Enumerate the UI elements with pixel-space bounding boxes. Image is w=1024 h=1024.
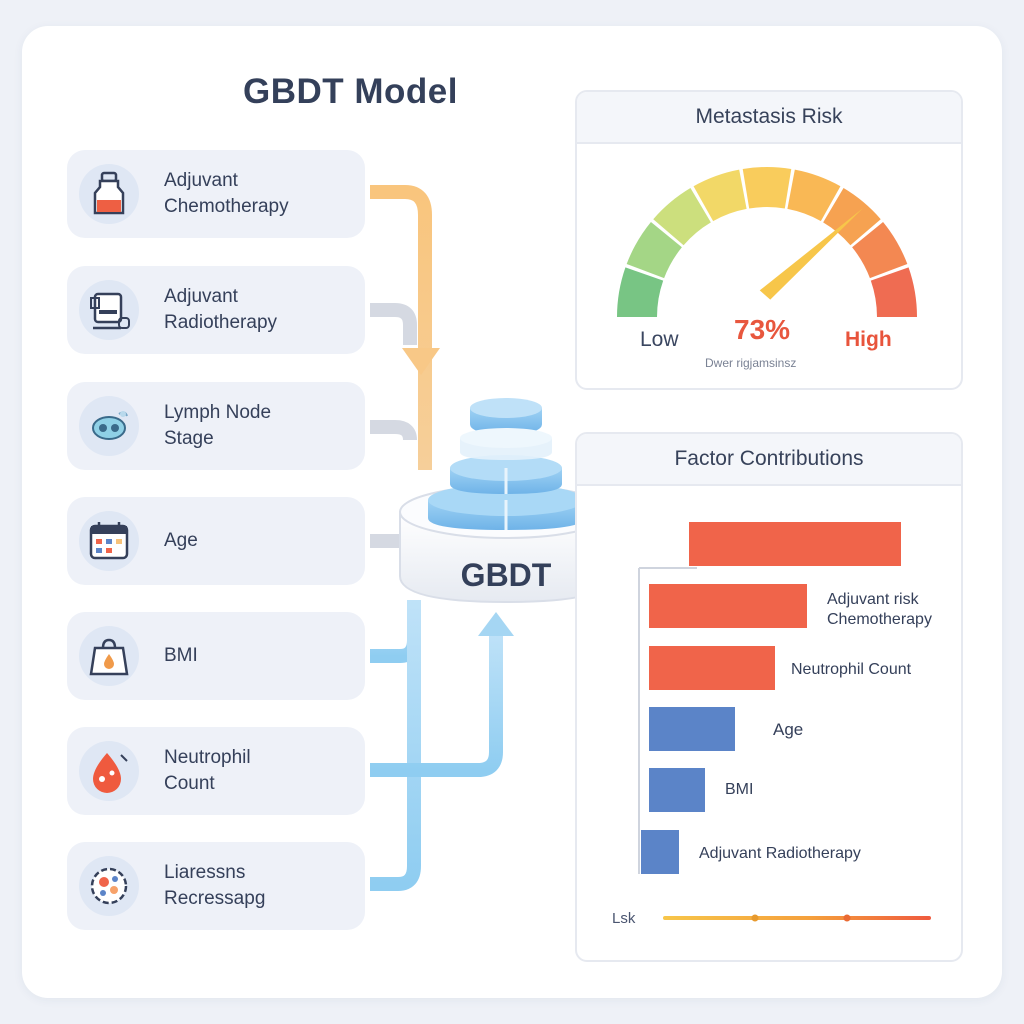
lymph-node-icon <box>79 396 139 456</box>
contributions-chart <box>638 522 931 922</box>
flow-neutrophil <box>370 632 503 777</box>
contribution-bar-top <box>689 522 901 566</box>
model-label: GBDT <box>460 557 552 593</box>
gauge-segment <box>693 169 747 222</box>
calendar-icon <box>79 511 139 571</box>
gauge-segment <box>870 267 917 317</box>
flow-cells <box>370 600 421 891</box>
factor-card-lymph-node: Lymph Node Stage <box>67 382 365 470</box>
risk-legend-label: Lsk <box>612 910 636 927</box>
factor-label-line1: Liaressns <box>164 862 246 883</box>
contribution-label-chemotherapy: Adjuvant risk Chemotherapy <box>827 590 932 630</box>
cells-icon <box>79 856 139 916</box>
factor-card-radiotherapy: Adjuvant Radiotherapy <box>67 266 365 354</box>
bottle-icon <box>79 164 139 224</box>
flow-radiotherapy <box>370 303 417 345</box>
blood-drop-icon <box>79 741 139 801</box>
contribution-bar-neutrophil <box>649 646 775 690</box>
arrow-head-orange <box>402 348 440 375</box>
arrow-head-blue <box>478 612 514 636</box>
factor-label-line1: Adjuvant <box>164 170 238 191</box>
scale-icon <box>79 626 139 686</box>
factor-card-chemotherapy: Adjuvant Chemotherapy <box>67 150 365 238</box>
contribution-label-radiotherapy: Adjuvant Radiotherapy <box>699 845 861 862</box>
factor-card-bmi: BMI <box>67 612 365 700</box>
gauge-segment <box>617 267 664 317</box>
gauge-segment <box>653 188 711 246</box>
factor-card-neutrophil: Neutrophil Count <box>67 727 365 815</box>
factor-card-cells: Liaressns Recressapg <box>67 842 365 930</box>
contribution-bar-radiotherapy <box>641 830 679 874</box>
factor-label-line2: Radiotherapy <box>164 312 278 333</box>
factor-label-line1: Lymph Node <box>164 402 272 423</box>
factor-label-line2: Recressapg <box>164 888 266 909</box>
contribution-bar-age <box>649 707 735 751</box>
gauge-needle <box>759 208 863 300</box>
gauge-low-label: Low <box>640 328 679 351</box>
gauge-segment <box>626 221 682 279</box>
risk-panel-title: Metastasis Risk <box>577 92 961 144</box>
factor-label-line2: Stage <box>164 428 214 449</box>
flow-lymph <box>370 420 417 441</box>
risk-panel: Metastasis Risk Low 73% High Dwer rigjam… <box>575 90 963 390</box>
gauge-sub-label: Dwer rigjamsinsz <box>705 356 797 370</box>
factor-label-line1: Age <box>164 530 198 551</box>
factor-label-line1: BMI <box>164 645 198 666</box>
contribution-label-neutrophil: Neutrophil Count <box>791 661 912 678</box>
contribution-bar-chemotherapy <box>649 584 807 628</box>
gbdt-model-icon <box>399 398 613 604</box>
factor-label-line2: Chemotherapy <box>164 196 289 217</box>
risk-legend-marker-2 <box>843 914 851 922</box>
contribution-label-age: Age <box>773 720 804 739</box>
contribution-label-bmi: BMI <box>725 781 754 798</box>
risk-value: 73% <box>734 314 791 345</box>
gauge-segment <box>742 167 792 209</box>
contributions-panel: Factor Contributions Adjuvant risk Chemot… <box>575 432 963 962</box>
factor-card-age: Age <box>67 497 365 585</box>
label-line1: Adjuvant risk <box>827 591 919 608</box>
contributions-panel-title: Factor Contributions <box>577 434 961 486</box>
risk-legend-marker-1 <box>751 914 759 922</box>
gauge-segment <box>787 169 841 222</box>
gauge-segment <box>852 221 908 279</box>
gauge-high-label: High <box>845 328 892 351</box>
label-line2: Chemotherapy <box>827 611 932 628</box>
factor-label-line1: Neutrophil <box>164 747 251 768</box>
diagram-title: GBDT Model <box>243 72 458 111</box>
factor-label-line1: Adjuvant <box>164 286 238 307</box>
flow-chemotherapy <box>370 185 432 470</box>
contribution-bar-bmi <box>649 768 705 812</box>
radiotherapy-machine-icon <box>79 280 139 340</box>
risk-gauge <box>617 167 917 317</box>
risk-legend-bar <box>663 916 931 920</box>
factor-label-line2: Count <box>164 773 215 794</box>
